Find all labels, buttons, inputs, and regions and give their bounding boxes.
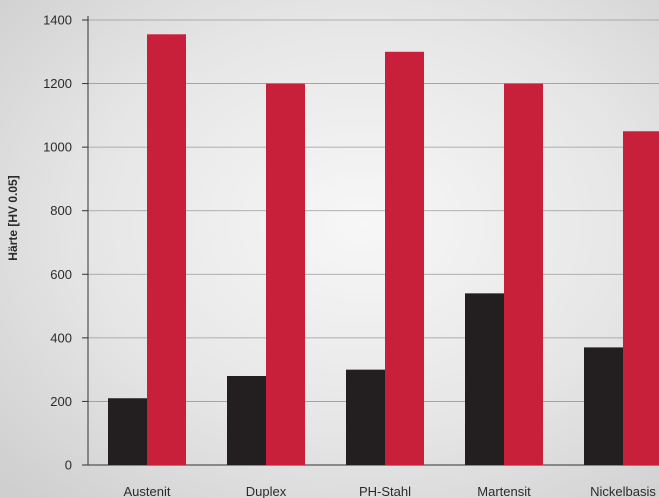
- y-tick-label: 400: [50, 330, 72, 345]
- x-category-label: PH-Stahl: [359, 484, 411, 498]
- bar-nickelbasis-series-2: [623, 131, 659, 465]
- x-category-label: Martensit: [477, 484, 531, 498]
- y-tick-label: 0: [65, 458, 72, 473]
- bar-ph-stahl-series-1: [346, 369, 385, 465]
- bar-ph-stahl-series-2: [385, 51, 424, 466]
- x-category-label: Nickelbasis: [590, 484, 656, 498]
- y-tick-label: 800: [50, 203, 72, 218]
- x-category-label: Austenit: [124, 484, 171, 498]
- y-tick-label: 1200: [43, 76, 72, 91]
- bar-nickelbasis-series-1: [584, 347, 623, 465]
- bar-martensit-series-1: [465, 293, 504, 465]
- bar-martensit-series-2: [504, 83, 543, 466]
- bar-austenit-series-1: [108, 398, 147, 465]
- y-tick-label: 1000: [43, 140, 72, 155]
- bars: [108, 34, 659, 466]
- bar-duplex-series-2: [266, 83, 305, 466]
- y-tick-label: 200: [50, 394, 72, 409]
- bar-duplex-series-1: [227, 376, 266, 465]
- y-tick-label: 1400: [43, 13, 72, 28]
- y-axis-title: Härte [HV 0.05]: [6, 175, 20, 260]
- bar-austenit-series-2: [147, 34, 186, 466]
- y-tick-label: 600: [50, 267, 72, 282]
- x-category-label: Duplex: [246, 484, 287, 498]
- labels: 0 200 400 600 800 1000 1200 1400 Austenit Duplex P…: [43, 13, 656, 498]
